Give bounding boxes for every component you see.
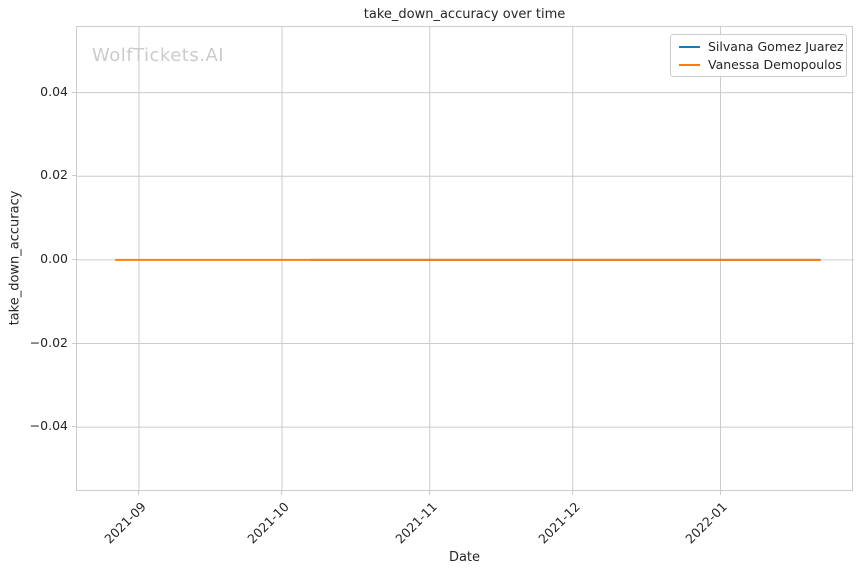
legend-label: Silvana Gomez Juarez (708, 39, 844, 54)
x-tick-mark (280, 491, 282, 495)
y-tick-mark (72, 258, 76, 260)
y-tick-mark (72, 426, 76, 428)
plot-canvas (77, 27, 854, 492)
y-tick-mark (72, 175, 76, 177)
y-tick-mark (72, 342, 76, 344)
legend-line-swatch-orange (679, 63, 700, 66)
x-tick-mark (428, 491, 430, 495)
x-axis-label: Date (448, 550, 481, 565)
watermark: WolfTickets.AI (92, 45, 225, 66)
legend-item-silvana: Silvana Gomez Juarez (679, 39, 844, 54)
x-tick-mark (571, 491, 573, 495)
y-tick-label: −0.04 (29, 418, 68, 434)
legend-label: Vanessa Demopoulos (708, 57, 842, 72)
y-tick-label: 0.00 (40, 250, 68, 266)
x-tick-mark (719, 491, 721, 495)
y-tick-label: 0.02 (40, 167, 68, 183)
chart-title: take_down_accuracy over time (363, 7, 566, 22)
plot-area (76, 26, 854, 492)
legend-item-vanessa: Vanessa Demopoulos (679, 57, 842, 72)
legend: Silvana Gomez Juarez Vanessa Demopoulos (670, 34, 847, 77)
y-tick-mark (72, 91, 76, 93)
legend-line-swatch-blue (679, 45, 700, 48)
y-tick-label: −0.02 (29, 334, 68, 350)
x-tick-mark (137, 491, 139, 495)
y-tick-label: 0.04 (40, 83, 68, 99)
